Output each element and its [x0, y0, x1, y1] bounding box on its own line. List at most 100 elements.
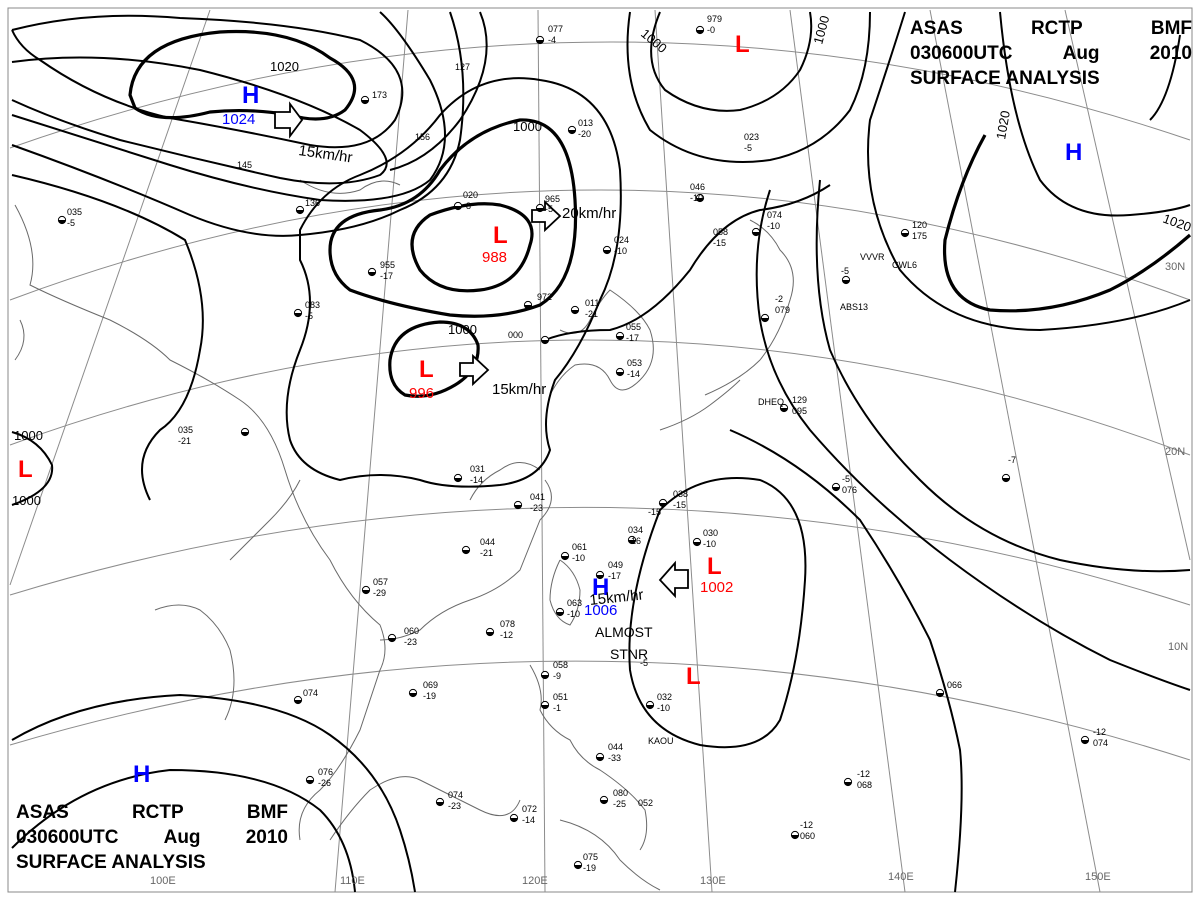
station-cloud-cover: [561, 556, 569, 560]
station-cloud-cover: [536, 40, 544, 44]
station-cloud-cover: [454, 478, 462, 482]
station-plot-value: 965: [545, 194, 560, 204]
station-cloud-cover: [541, 675, 549, 679]
longitude-label: 130E: [700, 875, 726, 887]
station-plot-value: 032: [657, 692, 672, 702]
station-cloud-cover: [844, 782, 852, 786]
station-plot-value: -23: [404, 637, 417, 647]
station-cloud-cover: [842, 280, 850, 284]
station-cloud-cover: [409, 693, 417, 697]
station-plot-value: -15: [713, 238, 726, 248]
station-cloud-cover: [462, 550, 470, 554]
low-center-letter: L: [735, 31, 750, 58]
isobar-label: 1000: [448, 322, 477, 337]
station-plot-value: 057: [373, 577, 388, 587]
motion-arrow-996: [459, 353, 490, 387]
station-plot-value: 044: [608, 742, 623, 752]
isobar-label: 1000: [14, 428, 43, 443]
high-center-letter: H: [592, 574, 609, 601]
isobars: [11, 11, 1192, 893]
low-center-letter: L: [686, 663, 701, 690]
low-center-value: 1002: [700, 579, 733, 596]
station-plot-value: 076: [842, 485, 857, 495]
station-cloud-cover: [752, 232, 760, 236]
station-cloud-cover: [696, 198, 704, 202]
station-plot-value: 060: [800, 831, 815, 841]
station-plot-value: 044: [480, 537, 495, 547]
longitude-label: 150E: [1085, 871, 1111, 883]
isobar-1024-center-ring: [128, 29, 357, 121]
annotation-line-1: ALMOST: [595, 624, 653, 640]
isobar-east-outer: [755, 189, 1191, 691]
station-plot-value: -21: [178, 436, 191, 446]
station-plot-value: 074: [448, 790, 463, 800]
station-cloud-cover: [1002, 478, 1010, 482]
motion-arrow-1024: [274, 101, 304, 139]
station-plot-value: -14: [470, 475, 483, 485]
isobar-sw-1: [11, 693, 416, 893]
station-cloud-cover: [574, 865, 582, 869]
station-cloud-cover: [628, 540, 636, 544]
chart-header-bottom: ASAS RCTP BMF 030600UTC Aug 2010 SURFACE…: [16, 800, 288, 875]
station-plot-value: 072: [522, 804, 537, 814]
station-cloud-cover: [241, 432, 249, 436]
station-plot-value: -2: [775, 294, 783, 304]
station-plot-value: 078: [500, 619, 515, 629]
station-plot-value: -8: [463, 201, 471, 211]
station-plot-value: -5: [67, 218, 75, 228]
station-plot-value: 024: [614, 235, 629, 245]
low-center-value: 996: [409, 385, 434, 402]
station-plot-value: 061: [572, 542, 587, 552]
isobar-1006-area: [544, 184, 831, 341]
high-center-value: 1024: [222, 111, 255, 128]
stationary-annotation: ALMOST STNR: [595, 624, 653, 662]
station-plot-value: -9: [553, 671, 561, 681]
low-center-letter: L: [18, 456, 33, 483]
graticule-labels: 100E 110E 120E 130E 140E 150E 30N 20N 10…: [150, 261, 1188, 887]
isobar-label: 1000: [810, 14, 832, 46]
station-plot-value: -5: [305, 311, 313, 321]
station-plot-value: -12: [500, 630, 513, 640]
header-title: SURFACE ANALYSIS: [910, 68, 1100, 89]
station-plot-value: 034: [628, 525, 643, 535]
station-cloud-cover: [510, 818, 518, 822]
station-plot-value: 077: [548, 24, 563, 34]
station-plot-value: 030: [703, 528, 718, 538]
header-time: 030600UTC: [910, 43, 1013, 64]
station-plot-texts: 077-4979-0127173156145136955-17965-59720…: [67, 14, 1108, 873]
station-plot-value: 136: [305, 198, 320, 208]
station-cloud-cover: [294, 700, 302, 704]
station-plot-value: 068: [857, 780, 872, 790]
station-plot-value: 013: [578, 118, 593, 128]
station-cloud-cover: [791, 835, 799, 839]
isobar-1000-west: [11, 431, 54, 506]
station-plot-value: 156: [415, 132, 430, 142]
station-plot-value: -14: [522, 815, 535, 825]
longitude-label: 120E: [522, 875, 548, 887]
station-cloud-cover: [536, 208, 544, 212]
station-plot-value: 120: [912, 220, 927, 230]
station-cloud-cover: [541, 705, 549, 709]
station-plot-value: 046: [690, 182, 705, 192]
station-symbols: [57, 25, 1090, 870]
station-plot-value: 173: [372, 90, 387, 100]
isobar-label: 1020: [993, 109, 1013, 140]
station-plot-value: 020: [463, 190, 478, 200]
station-plot-value: -1: [553, 703, 561, 713]
longitude-label: 110E: [340, 875, 365, 887]
header-station: RCTP: [131, 802, 184, 823]
station-plot-value: KAOU: [648, 736, 674, 746]
header-code: BMF: [246, 802, 288, 823]
isobar-north-outer-2: [11, 56, 388, 185]
station-plot-value: -20: [578, 129, 591, 139]
isobar-988-ring: [410, 202, 534, 293]
isobar-north-outer-4: [11, 11, 465, 237]
coastlines: [14, 179, 794, 891]
station-plot-value: 031: [470, 464, 485, 474]
high-center-value: 1006: [584, 602, 617, 619]
station-cloud-cover: [901, 233, 909, 237]
station-cloud-cover: [832, 487, 840, 491]
motion-arrows: [274, 101, 689, 599]
header-title: SURFACE ANALYSIS: [16, 852, 206, 873]
